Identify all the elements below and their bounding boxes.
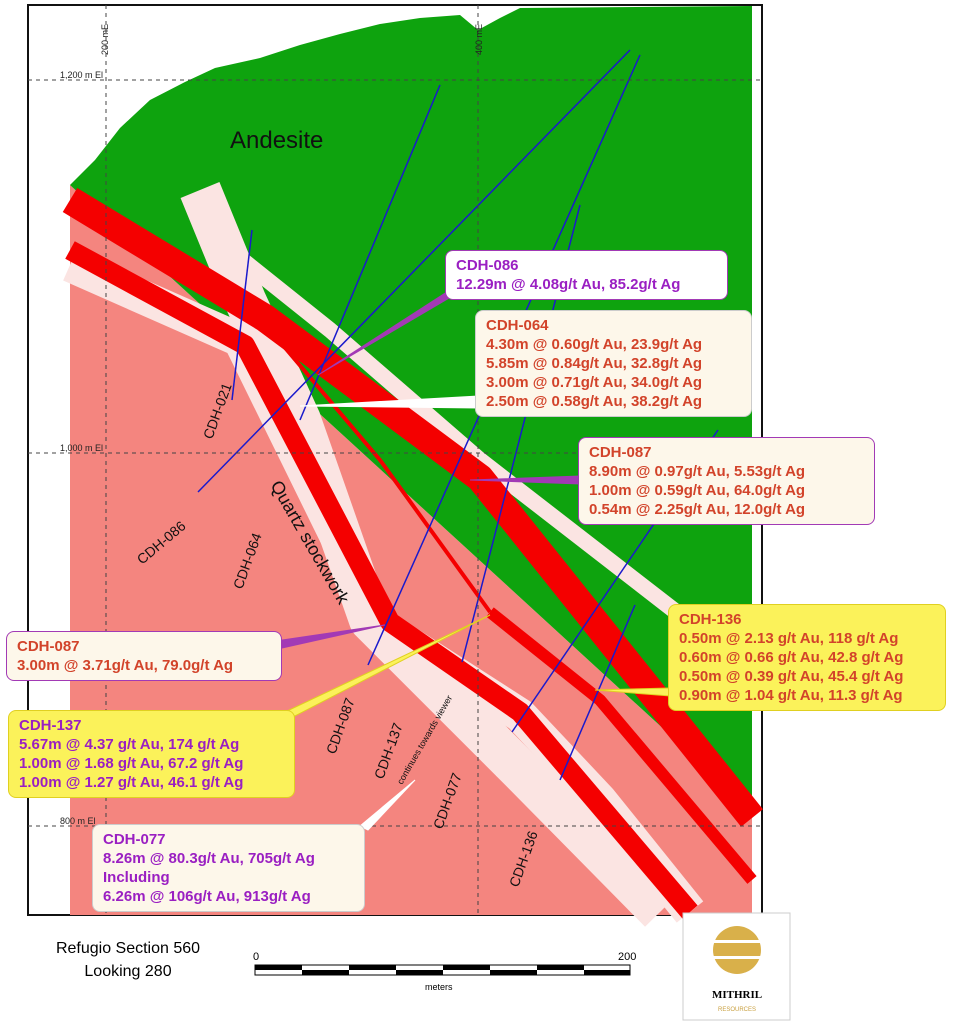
callout: CDH-087 3.00m @ 3.71g/t Au, 79.0g/t Ag (6, 631, 282, 681)
section-title: Refugio Section 560 (55, 940, 201, 957)
callout-line: 1.00m @ 1.68 g/t Au, 67.2 g/t Ag (19, 755, 244, 772)
callout-line: 3.00m @ 0.71g/t Au, 34.0g/t Ag (486, 374, 703, 391)
callout-line: 4.30m @ 0.60g/t Au, 23.9g/t Ag (486, 336, 703, 353)
section-direction: Looking 280 (84, 963, 172, 980)
callout-title: CDH-087 (589, 444, 652, 461)
callout-line: 1.00m @ 1.27 g/t Au, 46.1 g/t Ag (19, 774, 244, 791)
callout-title: CDH-064 (486, 317, 549, 334)
grid-label: 1,200 m El (60, 70, 103, 80)
callout-line: 5.85m @ 0.84g/t Au, 32.8g/t Ag (486, 355, 703, 372)
callout-line: 0.54m @ 2.25g/t Au, 12.0g/t Ag (589, 501, 806, 518)
callout-line: Including (103, 869, 170, 886)
callout-title: CDH-137 (19, 717, 82, 734)
callout: CDH-087 8.90m @ 0.97g/t Au, 5.53g/t Ag 1… (578, 437, 875, 525)
grid-label: 200 mE (100, 24, 110, 55)
grid-labels: 200 mE 400 mE 1,200 m El 1,000 m El 800 … (60, 24, 484, 826)
callout: CDH-064 4.30m @ 0.60g/t Au, 23.9g/t Ag 5… (475, 310, 752, 417)
leaders (281, 289, 671, 831)
logo-subtitle: RESOURCES (718, 1007, 756, 1013)
scale-label: 0 (253, 951, 259, 963)
callout-line: 6.26m @ 106g/t Au, 913g/t Ag (103, 888, 311, 905)
callout-line: 2.50m @ 0.58g/t Au, 38.2g/t Ag (486, 393, 703, 410)
callout-line: 8.26m @ 80.3g/t Au, 705g/t Ag (103, 850, 315, 867)
callout: CDH-136 0.50m @ 2.13 g/t Au, 118 g/t Ag … (668, 604, 946, 711)
grid-label: 1,000 m El (60, 443, 103, 453)
callout-line: 12.29m @ 4.08g/t Au, 85.2g/t Ag (456, 276, 681, 293)
unit-label: Andesite (230, 127, 323, 154)
logo: MITHRIL RESOURCES (682, 912, 791, 1021)
callout-line: 0.50m @ 2.13 g/t Au, 118 g/t Ag (679, 630, 899, 647)
callout: CDH-077 8.26m @ 80.3g/t Au, 705g/t Ag In… (92, 824, 365, 912)
scale-bar: 0 200 meters (253, 951, 636, 992)
callout-title: CDH-087 (17, 638, 80, 655)
callout-line: 8.90m @ 0.97g/t Au, 5.53g/t Ag (589, 463, 806, 480)
callout-line: 3.00m @ 3.71g/t Au, 79.0g/t Ag (17, 657, 234, 674)
logo-name: MITHRIL (712, 989, 762, 1001)
callout: CDH-137 5.67m @ 4.37 g/t Au, 174 g/t Ag … (8, 710, 295, 798)
callout-title: CDH-086 (456, 257, 519, 274)
callout-line: 5.67m @ 4.37 g/t Au, 174 g/t Ag (19, 736, 240, 753)
callout-title: CDH-136 (679, 611, 742, 628)
callout-title: CDH-077 (103, 831, 166, 848)
grid-label: 400 mE (474, 24, 484, 55)
scale-unit: meters (425, 982, 453, 992)
callout-line: 0.60m @ 0.66 g/t Au, 42.8 g/t Ag (679, 649, 904, 666)
callout: CDH-086 12.29m @ 4.08g/t Au, 85.2g/t Ag (445, 250, 728, 300)
callout-line: 0.90m @ 1.04 g/t Au, 11.3 g/t Ag (679, 687, 903, 704)
scale-label: 200 (618, 951, 636, 963)
callout-line: 1.00m @ 0.59g/t Au, 64.0g/t Ag (589, 482, 806, 499)
callout-line: 0.50m @ 0.39 g/t Au, 45.4 g/t Ag (679, 668, 904, 685)
grid-label: 800 m El (60, 816, 96, 826)
